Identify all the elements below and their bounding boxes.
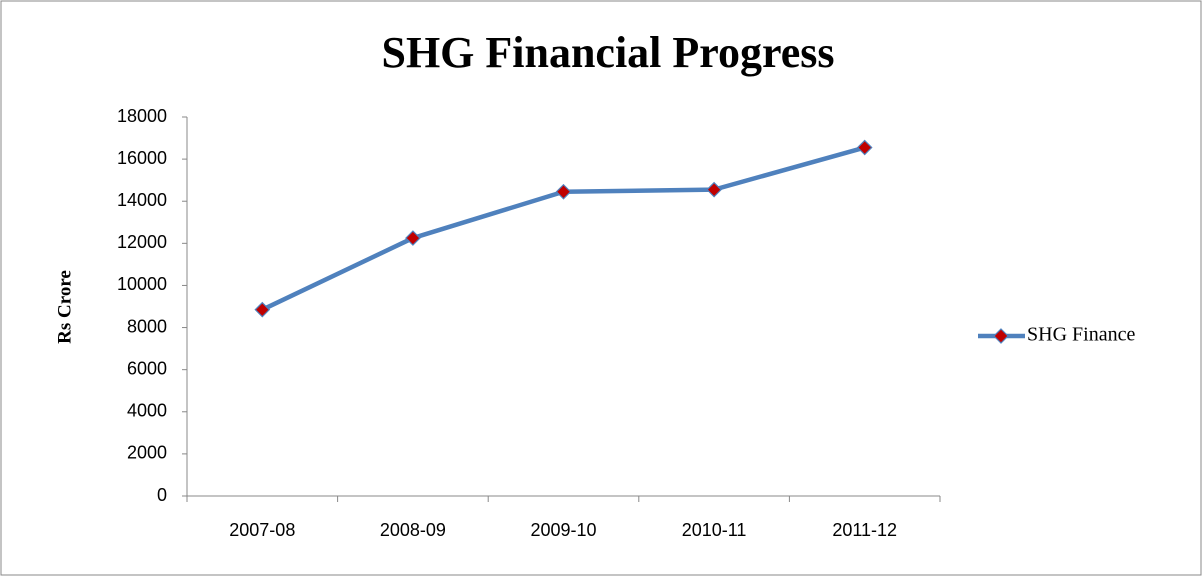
y-tick-label: 12000 (117, 232, 167, 252)
y-tick-label: 0 (157, 485, 167, 505)
marker (254, 301, 271, 318)
y-tick-label: 10000 (117, 274, 167, 294)
x-tick-label: 2011-12 (832, 520, 897, 540)
x-tick-label: 2010-11 (682, 520, 747, 540)
marker (405, 230, 421, 246)
marker (856, 139, 873, 156)
y-tick-label: 8000 (127, 316, 167, 336)
x-tick-label: 2009-10 (530, 520, 596, 540)
x-tick-label: 2008-09 (380, 520, 446, 540)
chart-title: SHG Financial Progress (381, 28, 834, 77)
y-tick-label: 16000 (117, 148, 167, 168)
y-tick-label: 4000 (127, 401, 167, 421)
marker (706, 181, 722, 198)
x-tick-label: 2007-08 (229, 520, 295, 540)
marker (555, 183, 572, 200)
y-tick-label: 6000 (127, 358, 167, 378)
y-tick-label: 18000 (117, 106, 167, 126)
y-axis-label: Rs Crore (54, 270, 75, 344)
legend-label: SHG Finance (1027, 324, 1135, 346)
y-tick-label: 2000 (127, 443, 167, 463)
legend-marker (993, 328, 1009, 344)
y-tick-label: 14000 (117, 190, 167, 210)
